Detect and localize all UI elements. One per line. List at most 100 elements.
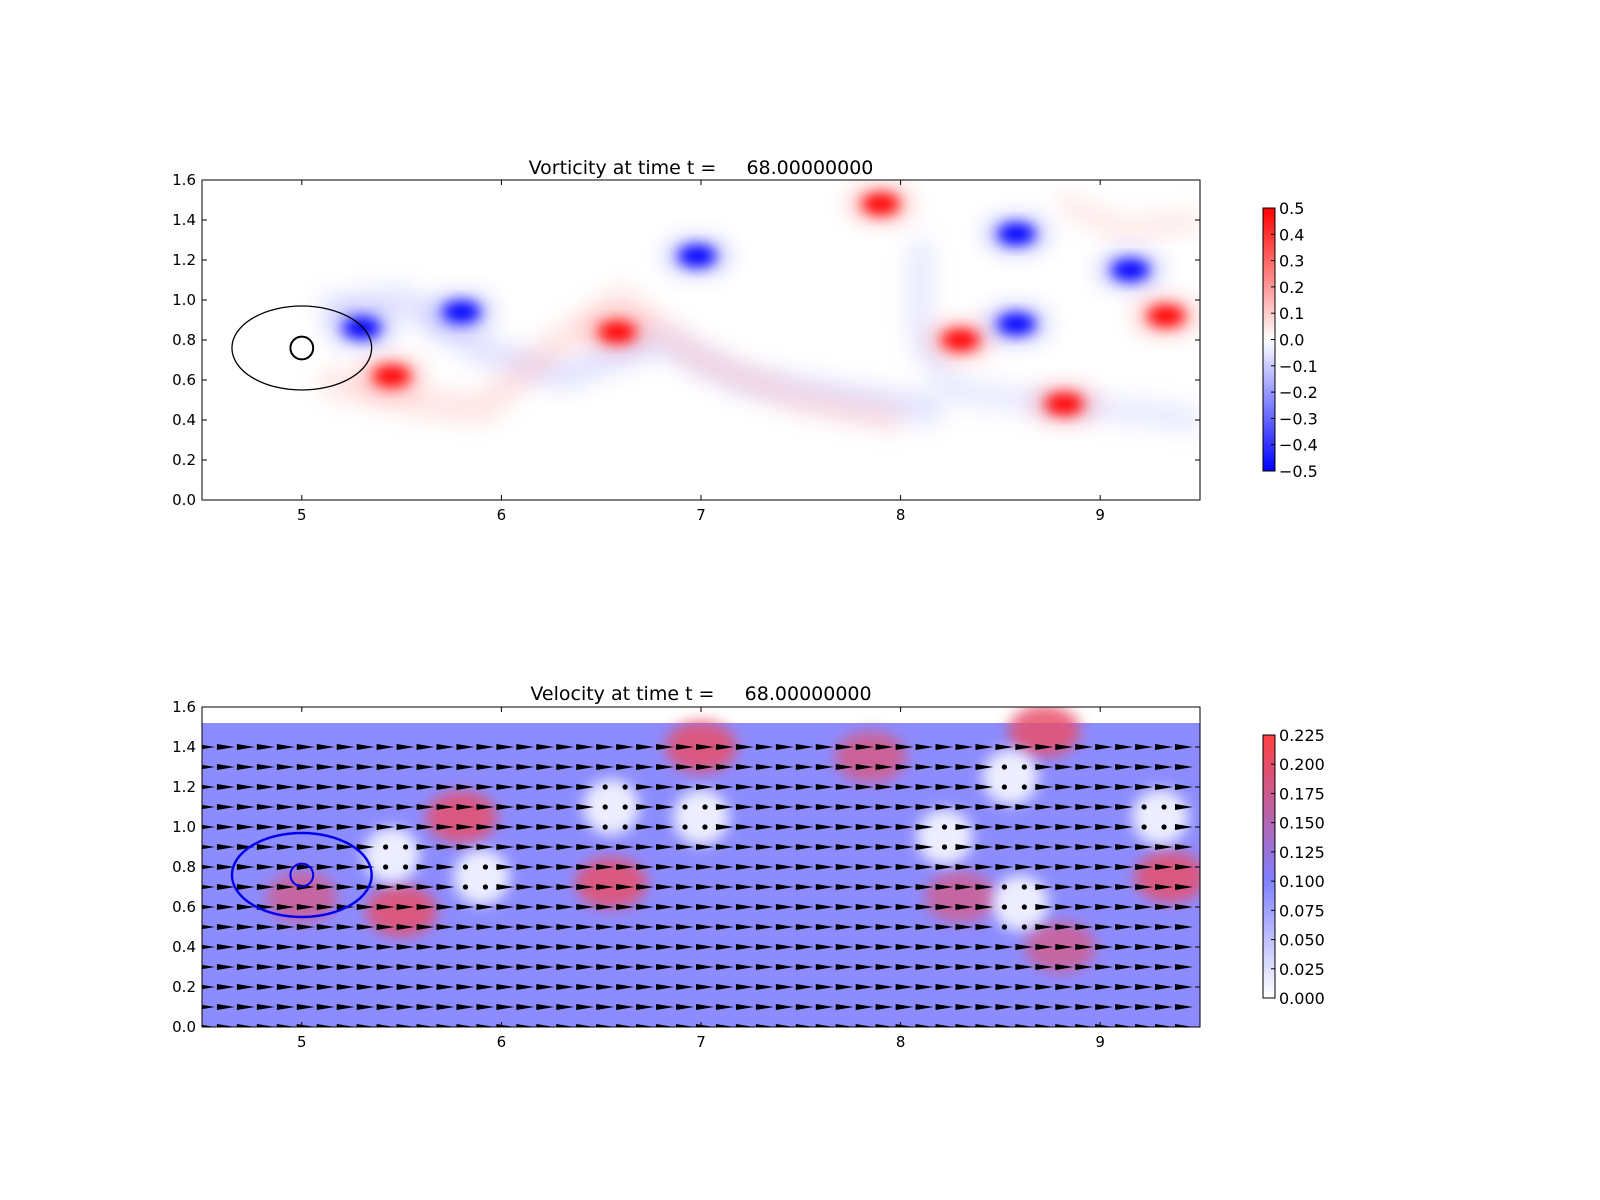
quiver-arrow bbox=[855, 804, 874, 810]
quiver-arrow bbox=[576, 944, 595, 950]
quiver-arrow bbox=[416, 744, 435, 750]
wake-band-positive bbox=[1056, 191, 1200, 240]
quiver-arrow bbox=[755, 824, 774, 830]
quiver-arrow bbox=[1115, 1004, 1134, 1010]
quiver-dot bbox=[602, 784, 608, 790]
quiver-arrow bbox=[1035, 864, 1054, 870]
y-tick-label: 0.6 bbox=[172, 898, 196, 916]
quiver-arrow bbox=[316, 904, 335, 910]
quiver-arrow bbox=[436, 804, 455, 810]
quiver-arrow bbox=[376, 904, 395, 910]
quiver-arrow bbox=[616, 924, 635, 930]
colorbar-tick-label: 0.3 bbox=[1279, 252, 1304, 271]
y-tick-label: 0.0 bbox=[172, 491, 196, 509]
quiver-arrow bbox=[436, 844, 455, 850]
quiver-arrow bbox=[416, 884, 435, 890]
colorbar-tick-label: 0.000 bbox=[1279, 989, 1325, 1008]
quiver-arrow bbox=[296, 964, 315, 970]
quiver-arrow bbox=[316, 824, 335, 830]
quiver-arrow bbox=[815, 924, 834, 930]
quiver-arrow bbox=[516, 864, 535, 870]
fast-flow-region bbox=[1008, 707, 1081, 757]
x-tick-label: 7 bbox=[696, 506, 706, 524]
quiver-arrow bbox=[336, 744, 355, 750]
quiver-arrow bbox=[1155, 924, 1174, 930]
y-tick-label: 0.4 bbox=[172, 411, 196, 429]
quiver-arrow bbox=[356, 884, 375, 890]
quiver-arrow bbox=[775, 924, 794, 930]
quiver-arrow bbox=[496, 824, 515, 830]
vorticity-overlay bbox=[231, 305, 373, 391]
quiver-arrow bbox=[1035, 764, 1054, 770]
quiver-arrow bbox=[202, 824, 215, 830]
quiver-arrow bbox=[656, 824, 675, 830]
quiver-arrow bbox=[202, 784, 215, 790]
quiver-arrow bbox=[715, 804, 734, 810]
quiver-arrow bbox=[476, 984, 495, 990]
quiver-arrow bbox=[596, 1004, 615, 1010]
quiver-arrow bbox=[1055, 784, 1074, 790]
quiver-arrow bbox=[895, 884, 914, 890]
quiver-arrow bbox=[336, 1024, 355, 1027]
quiver-arrow bbox=[276, 884, 295, 890]
quiver-arrow bbox=[1155, 984, 1174, 990]
quiver-arrow bbox=[1135, 1004, 1154, 1010]
quiver-arrow bbox=[795, 924, 814, 930]
quiver-arrow bbox=[456, 744, 475, 750]
quiver-dot bbox=[1021, 764, 1027, 770]
quiver-arrow bbox=[1175, 804, 1194, 810]
quiver-arrow bbox=[935, 804, 954, 810]
quiver-arrow bbox=[1015, 1024, 1034, 1027]
colorbar-tick-label: 0.2 bbox=[1279, 278, 1304, 297]
quiver-arrow bbox=[1035, 984, 1054, 990]
quiver-dot bbox=[1021, 904, 1027, 910]
quiver-arrow bbox=[616, 944, 635, 950]
quiver-arrow bbox=[935, 944, 954, 950]
quiver-arrow bbox=[815, 784, 834, 790]
quiver-arrow bbox=[356, 984, 375, 990]
quiver-arrow bbox=[436, 744, 455, 750]
quiver-arrow bbox=[855, 864, 874, 870]
quiver-arrow bbox=[1095, 984, 1114, 990]
quiver-arrow bbox=[1055, 764, 1074, 770]
quiver-arrow bbox=[755, 1004, 774, 1010]
quiver-arrow bbox=[695, 1024, 714, 1027]
quiver-arrow bbox=[276, 964, 295, 970]
quiver-arrow bbox=[556, 764, 575, 770]
x-tick-label: 9 bbox=[1095, 506, 1105, 524]
quiver-arrow bbox=[536, 904, 555, 910]
quiver-arrow bbox=[1095, 784, 1114, 790]
vortex-negative bbox=[342, 317, 381, 339]
quiver-arrow bbox=[596, 944, 615, 950]
quiver-arrow bbox=[755, 944, 774, 950]
quiver-arrow bbox=[735, 964, 754, 970]
quiver-arrow bbox=[456, 964, 475, 970]
quiver-arrow bbox=[855, 784, 874, 790]
y-tick-label: 0.4 bbox=[172, 938, 196, 956]
quiver-arrow bbox=[695, 844, 714, 850]
quiver-arrow bbox=[1095, 904, 1114, 910]
quiver-arrow bbox=[1035, 924, 1054, 930]
quiver-arrow bbox=[676, 1004, 695, 1010]
quiver-arrow bbox=[815, 824, 834, 830]
x-tick-label: 8 bbox=[896, 506, 906, 524]
quiver-arrow bbox=[216, 864, 235, 870]
quiver-arrow bbox=[1135, 924, 1154, 930]
quiver-dot bbox=[941, 824, 948, 830]
quiver-arrow bbox=[835, 824, 854, 830]
quiver-arrow bbox=[975, 844, 994, 850]
quiver-arrow bbox=[656, 984, 675, 990]
quiver-arrow bbox=[1075, 844, 1094, 850]
quiver-arrow bbox=[416, 924, 435, 930]
quiver-arrow bbox=[895, 984, 914, 990]
quiver-arrow bbox=[516, 964, 535, 970]
quiver-arrow bbox=[895, 904, 914, 910]
slow-flow-region bbox=[992, 875, 1049, 931]
quiver-arrow bbox=[236, 784, 255, 790]
quiver-arrow bbox=[975, 864, 994, 870]
quiver-arrow bbox=[436, 944, 455, 950]
quiver-arrow bbox=[316, 744, 335, 750]
y-tick-label: 1.6 bbox=[172, 698, 196, 716]
quiver-arrow bbox=[855, 984, 874, 990]
quiver-arrow bbox=[1055, 1004, 1074, 1010]
